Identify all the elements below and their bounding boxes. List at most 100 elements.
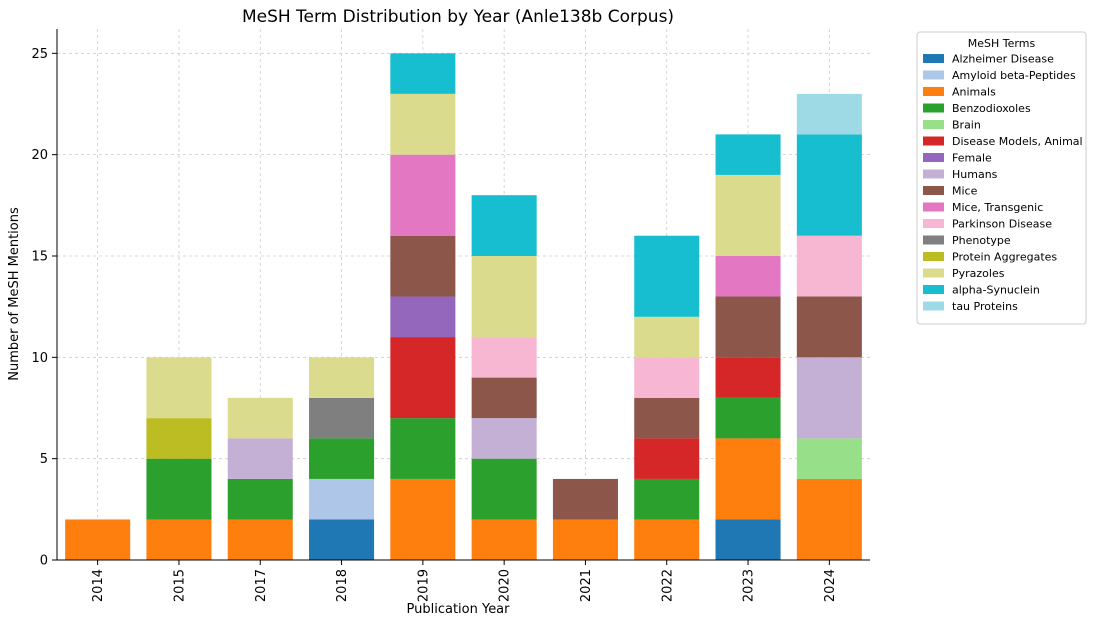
x-tick-label: 2018 [335,569,350,602]
y-tick-label: 5 [40,452,48,467]
bar-segment [146,458,212,520]
legend-entry: Mice, Transgenic [952,201,1043,214]
x-tick-label: 2015 [172,569,187,602]
bar-segment [309,397,375,439]
bar-segment [634,519,700,560]
bars-group [65,53,862,560]
y-tick-label: 20 [31,148,48,163]
bar-segment [390,235,456,297]
bar-segment [715,438,781,520]
legend-entry: Alzheimer Disease [952,53,1054,66]
bar-segment [796,357,862,439]
y-tick-label: 0 [40,554,48,569]
x-tick-label: 2020 [498,569,513,602]
bar-segment [309,478,375,520]
bar-segment [390,296,456,338]
legend-entry: alpha-Synuclein [952,284,1040,297]
bar-segment [634,235,700,317]
bar-segment [471,519,537,560]
bar-segment [390,53,456,94]
legend-entry: Parkinson Disease [952,218,1052,231]
bar-segment [796,438,862,479]
bar-segment [715,134,781,175]
legend-entry: Protein Aggregates [952,251,1057,264]
legend-entry: Disease Models, Animal [952,135,1083,148]
x-tick-label: 2024 [823,569,838,602]
bar-segment [390,337,456,419]
legend: MeSH Terms Alzheimer Disease Amyloid beta-… [916,31,1087,325]
legend-entry: Benzodioxoles [952,102,1031,115]
bar-segment [471,458,537,520]
x-tick-label: 2021 [579,569,594,602]
legend-entry: Amyloid beta-Peptides [952,69,1076,82]
x-axis-label: Publication Year [407,602,511,617]
bar-segment [715,357,781,398]
legend-swatch [923,186,944,195]
x-tick-label: 2017 [254,569,269,602]
bar-segment [715,397,781,439]
bar-segment [796,235,862,297]
legend-entry: Brain [952,119,981,132]
bar-segment [471,377,537,419]
bar-segment [715,255,781,297]
legend-entry: Phenotype [952,234,1011,247]
bar-segment [146,418,212,459]
legend-swatch [923,103,944,113]
y-tick-label: 25 [31,47,48,62]
bar-segment [471,418,537,459]
bar-segment [227,397,293,439]
bar-segment [65,519,131,560]
bar-segment [146,519,212,560]
y-tick-label: 15 [31,249,48,264]
legend-swatch [923,136,944,146]
bar-segment [309,357,375,398]
chart-title: MeSH Term Distribution by Year (Anle138b… [242,7,674,27]
legend-swatch [923,252,944,261]
bar-segment [552,519,618,560]
x-tick-label: 2014 [91,569,106,602]
bar-segment [471,337,537,378]
bar-segment [471,195,537,256]
bar-segment [796,296,862,358]
legend-swatch [923,87,944,96]
legend-swatch [923,169,944,179]
x-tick-label: 2023 [742,569,757,602]
legend-entry: Pyrazoles [952,267,1005,280]
legend-swatch [923,153,944,162]
bar-segment [309,438,375,479]
bar-segment [146,357,212,419]
bar-segment [471,255,537,338]
x-tick-label: 2019 [416,569,431,602]
x-tick-label: 2022 [660,569,675,602]
axes-group: 0 5 10 15 20 25 2014 2015 2017 2018 2019 2020 2021 20… [31,29,870,602]
y-axis-label: Number of MeSH Mentions [7,207,22,381]
bar-segment [552,478,618,520]
legend-entry: Animals [952,86,996,99]
bar-segment [309,519,375,560]
legend-swatch [923,301,944,311]
legend-swatch [923,70,944,80]
bar-segment [715,296,781,358]
bar-segment [634,316,700,358]
y-tick-label: 10 [31,351,48,366]
bar-segment [634,438,700,479]
legend-swatch [923,268,944,278]
bar-segment [796,134,862,236]
bar-segment [390,93,456,155]
bar-segment [390,418,456,479]
bar-segment [390,478,456,560]
legend-swatch [923,202,944,212]
legend-entry: Female [952,152,992,165]
bar-segment [634,357,700,398]
bar-segment [227,438,293,479]
legend-entry: Mice [952,185,978,198]
legend-swatch [923,219,944,228]
bar-segment [796,93,862,135]
legend-swatch [923,235,944,245]
legend-swatch [923,54,944,63]
bar-segment [715,174,781,256]
bar-segment [634,397,700,439]
bar-segment [227,478,293,520]
legend-entry: Humans [952,168,998,181]
